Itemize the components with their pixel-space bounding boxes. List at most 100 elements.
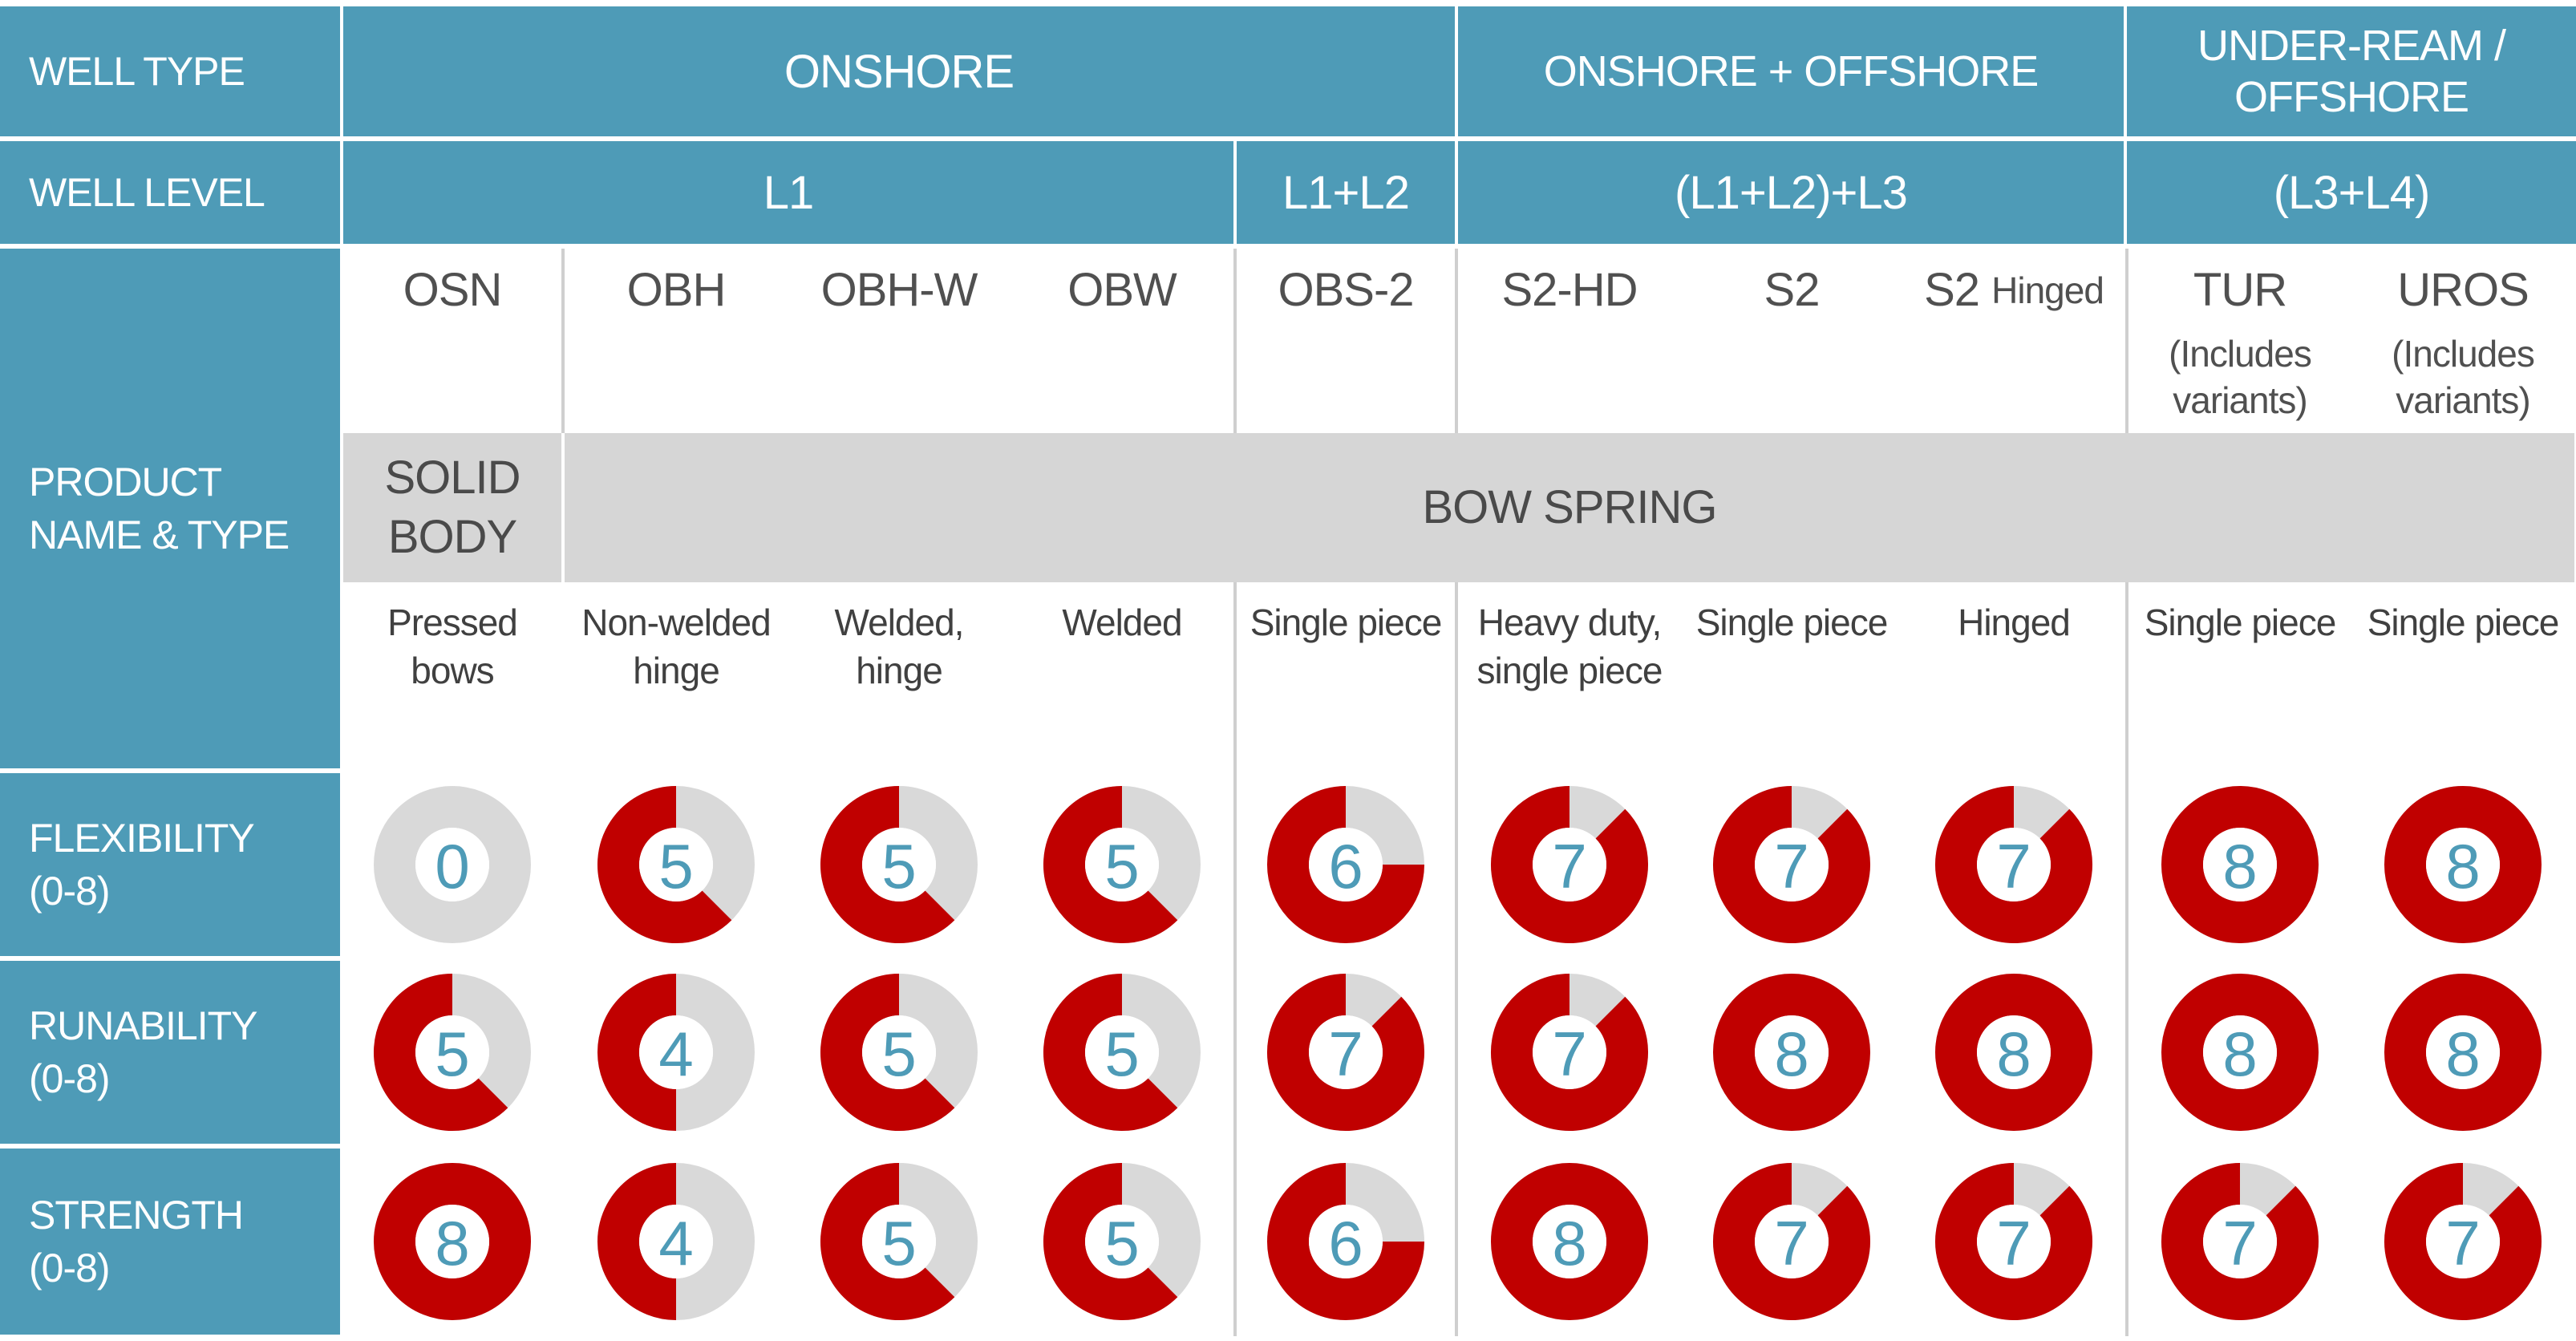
donut-value-label: 0 bbox=[435, 831, 469, 901]
product-variants-note: (Includes variants) bbox=[2128, 249, 2351, 433]
divider bbox=[1233, 249, 1237, 433]
donut-center bbox=[1977, 1015, 2051, 1089]
onshore-offshore-text: ONSHORE + OFFSHORE bbox=[1543, 47, 2039, 95]
type-solid-body: SOLID BODY bbox=[343, 433, 561, 582]
well-level-l1: L1 bbox=[343, 141, 1233, 244]
product-name-text: OBH-W bbox=[820, 264, 978, 316]
strength-rating-donut: 7 bbox=[2161, 1163, 2319, 1320]
flexibility-rating-donut: 6 bbox=[1267, 786, 1424, 943]
donut-center bbox=[862, 1205, 936, 1278]
desc-line1: Pressed bbox=[387, 602, 518, 643]
product-name-text: TUR bbox=[2193, 264, 2287, 316]
donut-value-label: 7 bbox=[1328, 1019, 1363, 1089]
donut-center bbox=[639, 1015, 713, 1089]
desc-line1: Hinged bbox=[1958, 602, 2071, 643]
product-name: S2-HD bbox=[1458, 249, 1681, 433]
product-name-text: OBS-2 bbox=[1278, 264, 1414, 316]
donut-value-label: 5 bbox=[1104, 831, 1139, 901]
donut-value-label: 8 bbox=[2222, 831, 2257, 901]
strength-rating-donut: 7 bbox=[1935, 1163, 2092, 1320]
flexibility-rating-donut: 5 bbox=[820, 786, 978, 943]
donut-center bbox=[862, 828, 936, 901]
product-description: Hinged bbox=[1902, 582, 2125, 767]
donut-fill bbox=[374, 1163, 531, 1320]
strength-rating-donut: 6 bbox=[1267, 1163, 1424, 1320]
donut-fill bbox=[597, 786, 732, 943]
donut-center bbox=[1755, 1015, 1829, 1089]
well-level-label: WELL LEVEL bbox=[29, 170, 265, 215]
donut-fill bbox=[1713, 974, 1870, 1131]
donut-value-label: 4 bbox=[658, 1208, 693, 1278]
donut-fill bbox=[2384, 974, 2542, 1131]
product-description: Single piece bbox=[2128, 582, 2351, 767]
donut-fill bbox=[1267, 786, 1424, 943]
runability-rating-donut: 7 bbox=[1491, 974, 1648, 1131]
l3-l4-text: (L3+L4) bbox=[2273, 166, 2431, 219]
l1-text: L1 bbox=[763, 166, 815, 219]
desc-line2: hinge bbox=[633, 650, 720, 691]
product-description: Single piece bbox=[2351, 582, 2574, 767]
product-name: S2 bbox=[1681, 249, 1902, 433]
well-level-l1-l2-l3: (L1+L2)+L3 bbox=[1458, 141, 2124, 244]
row-label-well-level: WELL LEVEL bbox=[0, 141, 340, 244]
donut-center bbox=[1533, 1015, 1606, 1089]
divider bbox=[1455, 582, 1458, 1336]
l1-l2-text: L1+L2 bbox=[1282, 166, 1410, 219]
desc-line2: hinge bbox=[856, 650, 943, 691]
desc-line1: Welded bbox=[1062, 602, 1182, 643]
divider bbox=[1455, 249, 1458, 433]
donut-center bbox=[1977, 1205, 2051, 1278]
donut-fill bbox=[1935, 786, 2092, 943]
product-description: Welded, hinge bbox=[788, 582, 1011, 767]
donut-fill bbox=[2384, 786, 2542, 943]
donut-fill bbox=[1491, 786, 1648, 943]
donut-center bbox=[1755, 1205, 1829, 1278]
divider bbox=[1233, 582, 1237, 1336]
product-description: Welded bbox=[1011, 582, 1233, 767]
donut-fill bbox=[1713, 1163, 1870, 1320]
strength-rating-donut: 8 bbox=[374, 1163, 531, 1320]
product-name-text: UROS bbox=[2397, 264, 2529, 316]
variants-line2: variants) bbox=[2173, 379, 2307, 421]
donut-value-label: 8 bbox=[1996, 1019, 2031, 1089]
donut-center bbox=[1085, 1205, 1159, 1278]
runability-rating-donut: 7 bbox=[1267, 974, 1424, 1131]
row-label-strength: STRENGTH (0-8) bbox=[0, 1149, 340, 1335]
runability-rating-donut: 8 bbox=[2384, 974, 2542, 1131]
desc-line1: Single piece bbox=[2144, 602, 2337, 643]
donut-fill bbox=[1935, 974, 2092, 1131]
product-name: UROS bbox=[2351, 249, 2574, 433]
desc-line1: Welded, bbox=[834, 602, 965, 643]
donut-value-label: 8 bbox=[1774, 1019, 1808, 1089]
flexibility-rating-donut: 5 bbox=[1043, 786, 1201, 943]
variants-line2: variants) bbox=[2396, 379, 2530, 421]
donut-center bbox=[415, 1205, 489, 1278]
donut-fill bbox=[1043, 1163, 1178, 1320]
product-description: Single piece bbox=[1237, 582, 1455, 767]
donut-center bbox=[1309, 1205, 1383, 1278]
solid-body-line1: SOLID bbox=[384, 452, 520, 504]
donut-center bbox=[639, 1205, 713, 1278]
flexibility-rating-donut: 0 bbox=[374, 786, 531, 943]
donut-value-label: 8 bbox=[435, 1208, 469, 1278]
well-type-label: WELL TYPE bbox=[29, 49, 245, 94]
product-name: OBS-2 bbox=[1237, 249, 1455, 433]
solid-body-line2: BODY bbox=[387, 511, 517, 563]
runability-rating-donut: 8 bbox=[1935, 974, 2092, 1131]
donut-value-label: 7 bbox=[1996, 831, 2031, 901]
donut-value-label: 7 bbox=[1552, 1019, 1586, 1089]
strength-rating-donut: 4 bbox=[597, 1163, 755, 1320]
donut-center bbox=[1085, 1015, 1159, 1089]
donut-value-label: 8 bbox=[2445, 1019, 2480, 1089]
runability-rating-donut: 5 bbox=[1043, 974, 1201, 1131]
desc-line1: Heavy duty, bbox=[1477, 602, 1662, 643]
donut-value-label: 5 bbox=[881, 831, 916, 901]
flexibility-rating-donut: 5 bbox=[597, 786, 755, 943]
donut-center bbox=[415, 828, 489, 901]
strength-rating-donut: 7 bbox=[2384, 1163, 2542, 1320]
product-description: Non-welded hinge bbox=[565, 582, 788, 767]
row-label-well-type: WELL TYPE bbox=[0, 6, 340, 136]
runability-label-line1: RUNABILITY bbox=[29, 1003, 258, 1048]
strength-label-line1: STRENGTH bbox=[29, 1193, 244, 1238]
product-name-text: S2 bbox=[1764, 264, 1821, 316]
